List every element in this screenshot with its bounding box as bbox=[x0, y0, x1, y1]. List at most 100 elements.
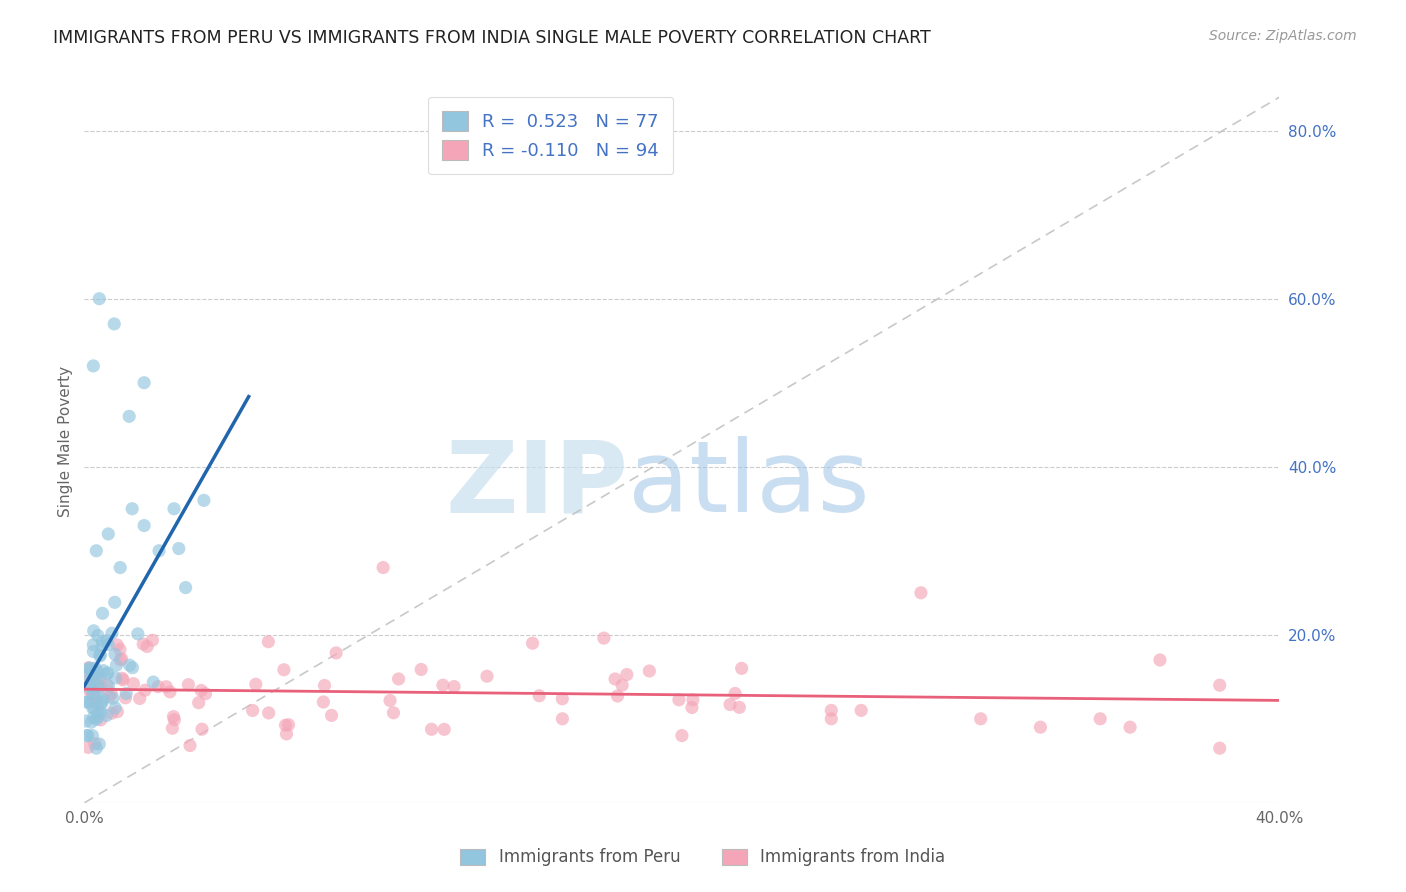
Point bbox=[83, 701, 105, 715]
Point bbox=[97, 665, 120, 680]
Point bbox=[77, 740, 100, 755]
Point bbox=[86, 741, 108, 756]
Point bbox=[155, 680, 177, 694]
Point bbox=[83, 737, 105, 751]
Point bbox=[111, 671, 134, 685]
Point bbox=[110, 652, 132, 666]
Point bbox=[79, 663, 101, 677]
Point bbox=[1119, 720, 1142, 734]
Point bbox=[616, 667, 638, 681]
Point bbox=[84, 667, 107, 681]
Point bbox=[96, 666, 118, 681]
Point bbox=[105, 658, 128, 673]
Point bbox=[820, 712, 842, 726]
Point bbox=[103, 317, 125, 331]
Point bbox=[314, 678, 336, 692]
Point bbox=[325, 646, 347, 660]
Point bbox=[89, 679, 111, 693]
Point bbox=[90, 706, 112, 720]
Point bbox=[86, 710, 108, 724]
Point bbox=[76, 682, 98, 697]
Legend: Immigrants from Peru, Immigrants from India: Immigrants from Peru, Immigrants from In… bbox=[454, 842, 952, 873]
Point bbox=[101, 691, 124, 706]
Point bbox=[86, 543, 108, 558]
Point bbox=[76, 729, 98, 743]
Point bbox=[432, 678, 454, 692]
Point bbox=[89, 672, 111, 686]
Point bbox=[387, 672, 409, 686]
Point bbox=[718, 698, 741, 712]
Point bbox=[118, 409, 141, 424]
Point bbox=[83, 624, 105, 638]
Point bbox=[1209, 741, 1232, 756]
Point bbox=[321, 708, 343, 723]
Point bbox=[89, 648, 111, 663]
Point bbox=[603, 672, 626, 686]
Point bbox=[91, 692, 114, 706]
Point bbox=[1209, 678, 1232, 692]
Point bbox=[91, 634, 114, 648]
Point bbox=[86, 698, 108, 713]
Point bbox=[100, 706, 122, 721]
Point bbox=[86, 678, 108, 692]
Point bbox=[87, 706, 110, 720]
Point bbox=[97, 527, 120, 541]
Point bbox=[76, 695, 98, 709]
Point bbox=[420, 723, 443, 737]
Point bbox=[76, 729, 98, 743]
Point bbox=[105, 705, 128, 719]
Point bbox=[551, 712, 574, 726]
Point bbox=[731, 661, 754, 675]
Point bbox=[273, 663, 295, 677]
Point bbox=[132, 376, 156, 390]
Point bbox=[118, 658, 141, 673]
Point bbox=[132, 637, 155, 651]
Point bbox=[82, 359, 104, 373]
Point bbox=[970, 712, 993, 726]
Point bbox=[86, 665, 108, 679]
Point bbox=[79, 661, 101, 675]
Point bbox=[77, 681, 100, 695]
Point bbox=[443, 680, 465, 694]
Point bbox=[592, 631, 614, 645]
Point bbox=[606, 689, 628, 703]
Point bbox=[1149, 653, 1171, 667]
Point bbox=[83, 681, 105, 695]
Point bbox=[77, 661, 100, 675]
Point bbox=[86, 672, 108, 686]
Point bbox=[1090, 712, 1112, 726]
Point bbox=[87, 628, 110, 642]
Point bbox=[82, 701, 104, 715]
Point bbox=[382, 706, 405, 720]
Point bbox=[77, 660, 100, 674]
Point bbox=[90, 640, 112, 654]
Point bbox=[104, 647, 127, 661]
Point bbox=[274, 718, 297, 732]
Point bbox=[76, 673, 98, 687]
Text: IMMIGRANTS FROM PERU VS IMMIGRANTS FROM INDIA SINGLE MALE POVERTY CORRELATION CH: IMMIGRANTS FROM PERU VS IMMIGRANTS FROM … bbox=[53, 29, 931, 46]
Point bbox=[612, 678, 634, 692]
Point bbox=[82, 687, 104, 701]
Point bbox=[108, 642, 131, 657]
Point bbox=[84, 661, 107, 675]
Point bbox=[76, 695, 98, 709]
Text: Source: ZipAtlas.com: Source: ZipAtlas.com bbox=[1209, 29, 1357, 43]
Point bbox=[90, 698, 112, 712]
Point bbox=[91, 607, 114, 621]
Point bbox=[76, 670, 98, 684]
Point bbox=[132, 518, 156, 533]
Point bbox=[522, 636, 544, 650]
Point bbox=[681, 700, 703, 714]
Point bbox=[187, 696, 209, 710]
Point bbox=[96, 708, 118, 723]
Point bbox=[104, 595, 127, 609]
Point bbox=[373, 560, 395, 574]
Point bbox=[257, 706, 280, 720]
Point bbox=[86, 712, 108, 726]
Point bbox=[682, 692, 704, 706]
Point bbox=[98, 690, 121, 704]
Point bbox=[146, 680, 169, 694]
Legend: R =  0.523   N = 77, R = -0.110   N = 94: R = 0.523 N = 77, R = -0.110 N = 94 bbox=[427, 96, 673, 174]
Point bbox=[163, 713, 186, 727]
Point bbox=[148, 543, 170, 558]
